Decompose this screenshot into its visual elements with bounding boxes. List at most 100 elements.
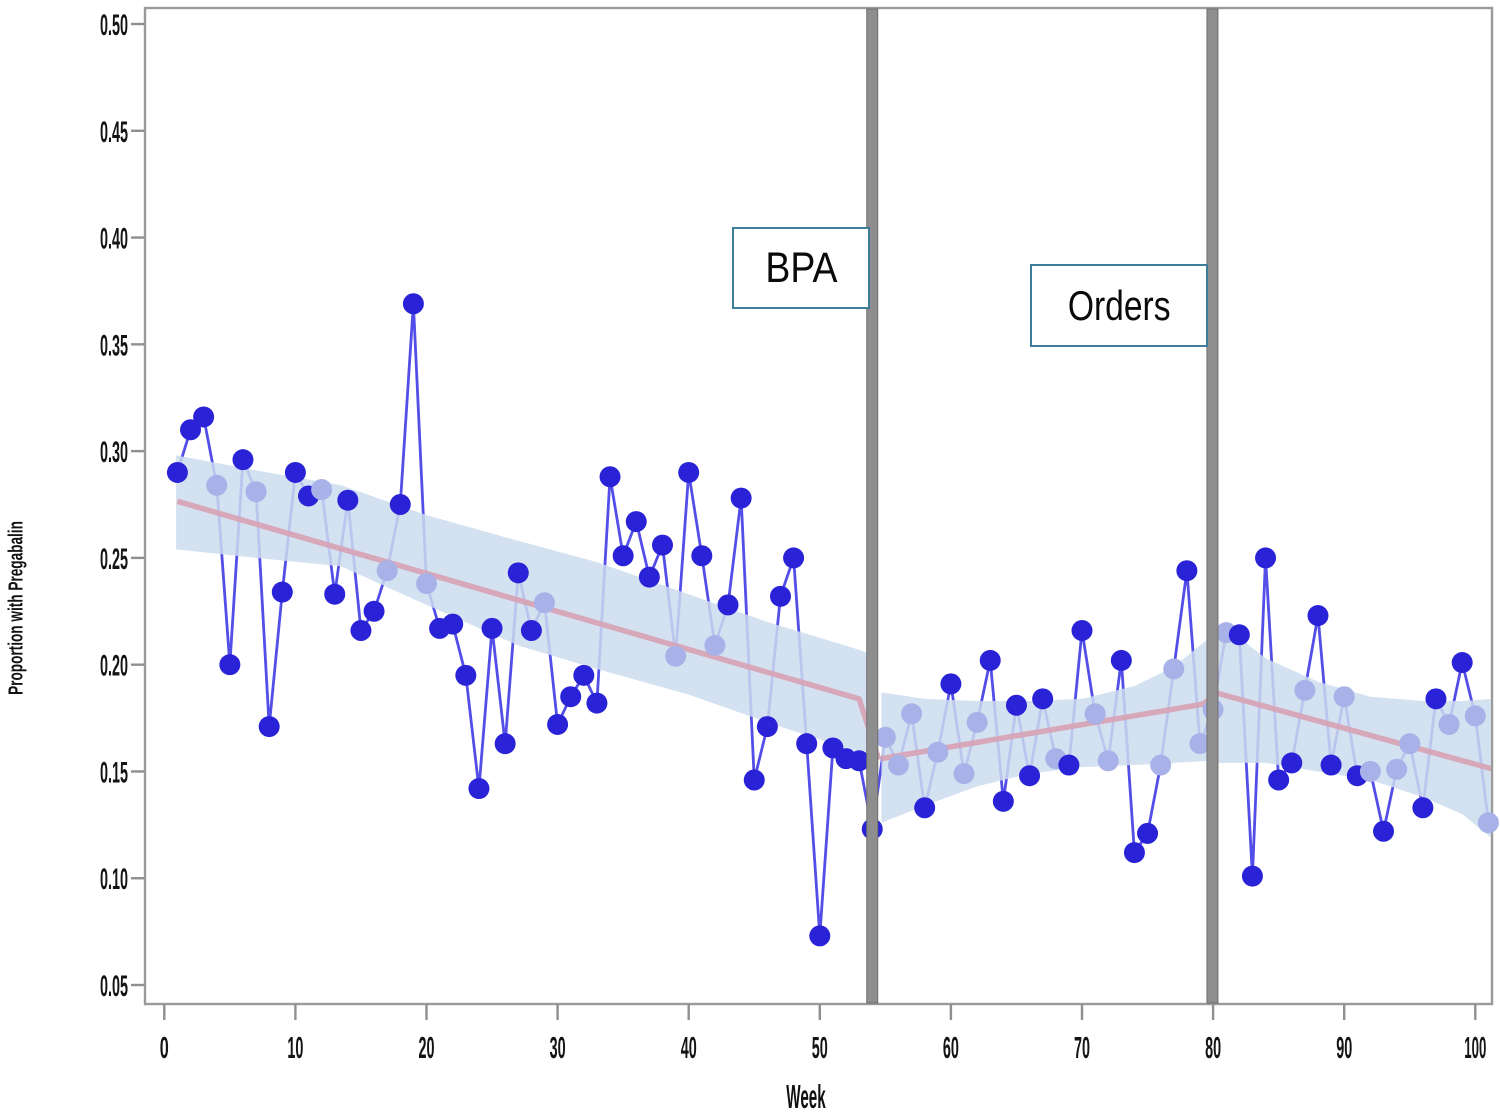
data-point [848, 750, 870, 772]
data-point [1058, 754, 1080, 776]
data-point [245, 481, 267, 503]
y-tick-label: 0.25 [100, 543, 128, 576]
data-point [625, 511, 647, 533]
data-point [1281, 752, 1303, 774]
bpa-intervention-line [866, 8, 879, 1004]
x-tick-label: 100 [1464, 1030, 1486, 1065]
data-point [363, 600, 385, 622]
data-point [1373, 820, 1395, 842]
data-point [350, 619, 372, 641]
data-point [520, 619, 542, 641]
data-point [337, 489, 359, 511]
orders-annotation-box: Orders [1030, 264, 1208, 347]
data-point [927, 741, 949, 763]
data-point [651, 534, 673, 556]
data-point [1333, 686, 1355, 708]
y-axis-title-text: Proportion with Pregabalin [5, 521, 28, 695]
data-point [1005, 694, 1027, 716]
data-point [783, 547, 805, 569]
data-point [416, 573, 437, 595]
data-point [1176, 560, 1198, 582]
y-tick-label: 0.05 [100, 970, 128, 1003]
data-point [324, 583, 346, 605]
data-point [730, 487, 752, 509]
data-point [717, 594, 739, 616]
data-point [704, 634, 726, 656]
data-point [166, 461, 188, 483]
data-point [1241, 865, 1263, 887]
data-point [1150, 754, 1172, 776]
data-point [1019, 765, 1041, 787]
y-tick-label: 0.15 [100, 756, 128, 789]
orders-annotation-label: Orders [1067, 281, 1171, 329]
data-point [1189, 733, 1211, 755]
data-point [665, 645, 687, 667]
data-point [494, 733, 516, 755]
data-point [1412, 797, 1434, 819]
x-tick-label: 90 [1336, 1030, 1352, 1065]
x-tick-label: 40 [681, 1030, 697, 1065]
data-point [1477, 812, 1499, 834]
data-point [914, 797, 936, 819]
data-point [1307, 605, 1329, 627]
data-point [1399, 733, 1421, 755]
data-point [547, 713, 569, 735]
data-point [1268, 769, 1290, 791]
data-point [1359, 760, 1381, 782]
data-point [402, 293, 424, 315]
data-point [940, 673, 962, 695]
y-tick-label: 0.20 [100, 650, 128, 683]
data-point [1228, 624, 1250, 646]
data-point [1451, 652, 1473, 674]
data-point [901, 703, 923, 725]
data-point [678, 461, 700, 483]
data-point [533, 592, 555, 614]
data-point [966, 711, 988, 733]
data-point [219, 654, 241, 676]
data-point [979, 649, 1001, 671]
data-point [612, 545, 634, 567]
y-tick-label: 0.45 [100, 116, 128, 149]
data-point [953, 763, 975, 785]
data-point [1123, 842, 1145, 864]
data-point [1464, 705, 1486, 727]
data-point [573, 664, 595, 686]
y-tick-label: 0.10 [100, 863, 128, 896]
data-point [193, 406, 215, 428]
bpa-annotation-label: BPA [764, 243, 838, 292]
data-point [691, 545, 713, 567]
data-point [1425, 688, 1447, 710]
data-point [232, 449, 254, 471]
data-point [206, 474, 228, 496]
data-point [756, 716, 778, 738]
data-point [1438, 713, 1460, 735]
data-point [1032, 688, 1054, 710]
x-tick-label: 0 [160, 1030, 169, 1065]
data-point [389, 494, 411, 516]
data-point [376, 560, 398, 582]
orders-intervention-line [1206, 8, 1219, 1004]
data-point [796, 733, 818, 755]
data-point [887, 754, 909, 776]
data-point [311, 479, 333, 501]
data-point [1163, 658, 1185, 680]
data-point [769, 585, 791, 607]
confidence-band-segment-3 [1217, 630, 1491, 838]
data-point [560, 686, 582, 708]
data-point [1097, 750, 1119, 772]
y-axis-title: Proportion with Pregabalin [6, 480, 29, 736]
data-point [1137, 822, 1159, 844]
data-point [638, 566, 660, 588]
x-tick-label: 60 [943, 1030, 959, 1065]
y-tick-label: 0.40 [100, 223, 128, 256]
data-point [809, 925, 831, 947]
data-point [468, 778, 490, 800]
data-point [586, 692, 608, 714]
data-point [599, 466, 621, 488]
x-tick-label: 30 [550, 1030, 566, 1065]
data-point [284, 461, 306, 483]
data-point [1084, 703, 1106, 725]
data-point [1255, 547, 1277, 569]
